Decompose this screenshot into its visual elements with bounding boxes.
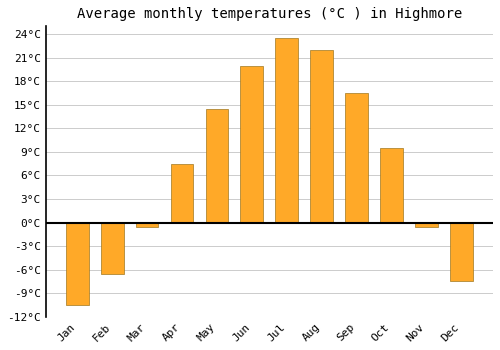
Bar — [450, 223, 472, 281]
Bar — [415, 223, 438, 226]
Bar — [206, 109, 229, 223]
Bar — [276, 38, 298, 223]
Bar — [346, 93, 368, 223]
Title: Average monthly temperatures (°C ) in Highmore: Average monthly temperatures (°C ) in Hi… — [76, 7, 462, 21]
Bar — [170, 164, 194, 223]
Bar — [101, 223, 124, 274]
Bar — [240, 65, 263, 223]
Bar — [136, 223, 158, 226]
Bar — [310, 50, 333, 223]
Bar — [66, 223, 88, 305]
Bar — [380, 148, 403, 223]
